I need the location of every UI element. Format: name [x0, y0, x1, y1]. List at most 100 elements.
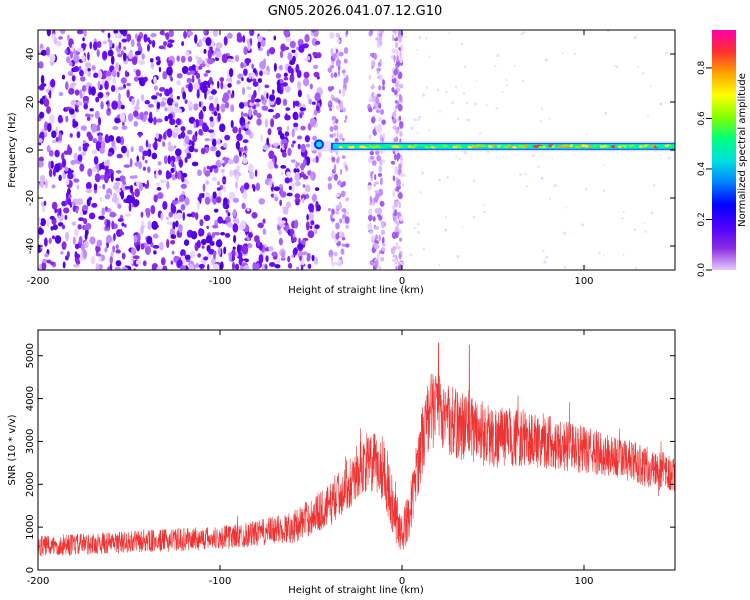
spectrogram-noise-cell	[299, 255, 302, 261]
spectrogram-noise-cell	[182, 91, 187, 100]
spectrogram-strip-cell	[335, 193, 341, 197]
spectrogram-strip-cell	[391, 205, 396, 210]
spectrogram-noise-cell	[312, 135, 317, 141]
spectrogram-noise-cell	[117, 203, 122, 209]
spectrogram-strip-cell	[374, 190, 380, 194]
spectrogram-noise-cell	[55, 136, 59, 142]
spectrogram-noise-cell	[122, 181, 126, 185]
spectrogram-strip-cell	[390, 160, 396, 165]
spectrogram-faint-cell	[455, 156, 458, 159]
spectrogram-strip-cell	[393, 138, 397, 143]
spectrogram-strip-cell	[398, 163, 402, 171]
spectrogram-noise-cell	[38, 263, 42, 270]
spectrogram-faint-cell	[565, 206, 567, 209]
spectrogram-noise-cell	[67, 187, 71, 195]
spectrogram-noise-cell	[290, 183, 295, 192]
spectrogram-faint-cell	[585, 133, 588, 136]
spectrogram-noise-cell	[245, 122, 248, 129]
spectrogram-x-tick-label: -200	[27, 276, 50, 287]
colorbar-gradient	[712, 30, 736, 270]
spectrogram-faint-cell	[446, 175, 450, 179]
spectrogram-noise-cell	[41, 261, 47, 270]
spectrogram-noise-cell	[257, 78, 263, 83]
spectrogram-noise-cell	[300, 125, 306, 131]
spectrogram-strip-cell	[340, 190, 346, 198]
spectrogram-noise-cell	[200, 147, 206, 155]
spectrogram-strip-cell	[345, 30, 349, 35]
spectrogram-strip-cell	[331, 115, 337, 121]
spectrogram-strip-cell	[391, 48, 397, 54]
spectrogram-noise-cell	[212, 250, 217, 260]
spectrogram-noise-cell	[273, 62, 277, 72]
spectrogram-faint-cell	[634, 267, 637, 270]
spectrogram-y-tick-label: 40	[25, 48, 36, 61]
spectrogram-noise-cell	[44, 253, 49, 258]
spectrogram-noise-cell	[80, 42, 87, 49]
spectrogram-noise-cell	[273, 35, 276, 41]
spectrogram-strip-cell	[398, 201, 401, 209]
spectrogram-faint-cell	[543, 260, 547, 264]
spectrogram-noise-cell	[94, 173, 101, 183]
spectrogram-noise-cell	[160, 100, 166, 108]
spectrogram-noise-cell	[151, 220, 158, 231]
spectrogram-x-ticks: -200 -100 0 100	[27, 30, 594, 287]
spectrogram-faint-cell	[553, 184, 557, 188]
spectrogram-noise-cell	[105, 91, 110, 96]
spectrogram-noise-cell	[194, 148, 199, 153]
spectrogram-noise-cell	[251, 63, 255, 70]
spectrogram-noise-cell	[129, 184, 134, 194]
spectrogram-noise-cell	[246, 86, 252, 90]
spectrogram-noise-cell	[130, 259, 134, 265]
spectrogram-noise-cell	[217, 138, 221, 145]
spectrogram-noise-cell	[156, 101, 161, 110]
spectrogram-noise-cell	[208, 95, 214, 101]
spectrogram-strip-cell	[331, 208, 335, 215]
spectrogram-strip-cell	[376, 155, 382, 162]
spectrogram-noise-cell	[219, 261, 224, 270]
spectrogram-faint-cell	[602, 254, 605, 257]
spectrogram-noise-cell	[117, 53, 123, 58]
spectrogram-noise-cell	[236, 80, 241, 85]
spectrogram-noise-cell	[242, 139, 249, 144]
snr-x-ticks: -200 -100 0 100	[27, 330, 594, 587]
spectrogram-faint-cell	[473, 179, 476, 182]
spectrogram-noise-cell	[73, 236, 76, 245]
spectrogram-noise-cell	[65, 178, 70, 185]
spectrogram-noise-cell	[144, 183, 148, 189]
spectrogram-strip-cell	[392, 175, 396, 182]
colorbar-label: Normalized spectral amplitude	[737, 73, 748, 227]
spectrogram-noise-cell	[155, 92, 160, 96]
spectrogram-noise-cell	[220, 232, 226, 236]
spectrogram-strip-cell	[335, 233, 340, 240]
spectrogram-noise-cell	[302, 103, 306, 108]
spectrogram-noise-cell	[188, 116, 196, 124]
spectrogram-noise-cell	[258, 254, 264, 264]
spectrogram-noise-cell	[124, 223, 127, 228]
spectrogram-noise-cell	[175, 220, 179, 228]
spectrogram-noise-cell	[93, 72, 99, 79]
spectrogram-noise-cell	[289, 73, 295, 83]
spectrogram-noise-cell	[207, 50, 212, 60]
spectrogram-strip-cell	[368, 208, 373, 216]
spectrogram-strip-cell	[374, 243, 379, 250]
spectrogram-noise-cell	[247, 242, 253, 249]
spectrogram-noise-cell	[293, 122, 299, 128]
spectrogram-noise-cell	[119, 30, 127, 35]
spectrogram-noise-cell	[140, 243, 145, 250]
spectrogram-noise-cell	[255, 262, 260, 270]
spectrogram-strip-cell	[344, 115, 348, 120]
spectrogram-noise-cell	[214, 219, 219, 227]
spectrogram-noise-cell	[265, 255, 269, 263]
spectrogram-noise-cell	[184, 99, 188, 104]
spectrogram-noise-cell	[48, 168, 53, 178]
spectrogram-noise-cell	[254, 98, 261, 103]
spectrogram-strip-cell	[381, 119, 386, 125]
spectrogram-noise-cell	[166, 181, 170, 190]
spectrogram-noise-cell	[283, 46, 290, 51]
spectrogram-noise-cell	[226, 32, 233, 39]
spectrogram-faint-cell	[505, 83, 508, 86]
spectrogram-faint-cell	[416, 48, 419, 51]
spectrogram-faint-cell	[537, 165, 540, 168]
spectrogram-noise-cell	[222, 92, 230, 102]
